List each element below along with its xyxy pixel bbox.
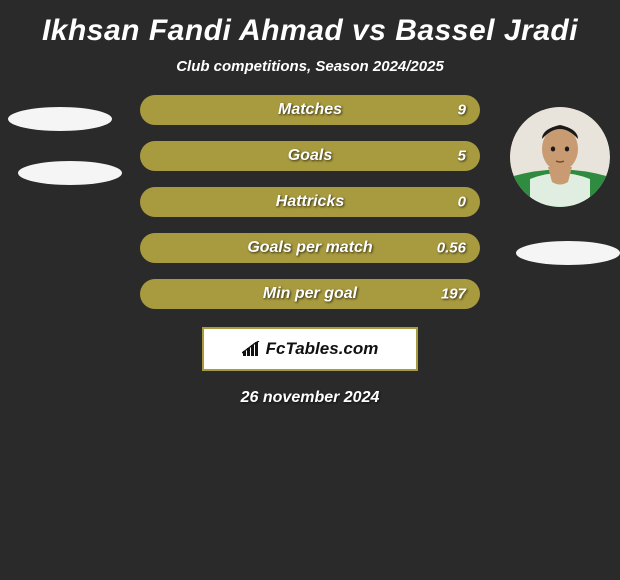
stats-area: Matches 9 Goals 5 Hattricks 0 Goals per … <box>0 95 620 407</box>
placeholder-oval-left-2 <box>18 161 122 185</box>
date: 26 november 2024 <box>0 371 620 407</box>
stat-label: Hattricks <box>276 193 344 211</box>
stat-value-right: 0 <box>458 194 466 211</box>
placeholder-oval-left-1 <box>8 107 112 131</box>
stat-row-min-per-goal: Min per goal 197 <box>140 279 480 309</box>
stat-value-right: 0.56 <box>437 240 466 257</box>
player-photo-icon <box>510 107 610 207</box>
placeholder-oval-right <box>516 241 620 265</box>
subtitle: Club competitions, Season 2024/2025 <box>0 50 620 95</box>
stat-value-right: 9 <box>458 102 466 119</box>
logo-text: FcTables.com <box>266 339 379 359</box>
stat-row-hattricks: Hattricks 0 <box>140 187 480 217</box>
stat-label: Matches <box>278 101 342 119</box>
stat-value-right: 5 <box>458 148 466 165</box>
logo-box[interactable]: FcTables.com <box>202 327 418 371</box>
page-title: Ikhsan Fandi Ahmad vs Bassel Jradi <box>0 8 620 50</box>
stat-bars: Matches 9 Goals 5 Hattricks 0 Goals per … <box>140 95 480 309</box>
stat-label: Goals <box>288 147 332 165</box>
stat-label: Goals per match <box>247 239 372 257</box>
stat-row-goals: Goals 5 <box>140 141 480 171</box>
comparison-card: Ikhsan Fandi Ahmad vs Bassel Jradi Club … <box>0 0 620 407</box>
avatar-right <box>510 107 610 207</box>
chart-icon <box>242 341 262 357</box>
stat-value-right: 197 <box>441 286 466 303</box>
stat-row-goals-per-match: Goals per match 0.56 <box>140 233 480 263</box>
stat-label: Min per goal <box>263 285 357 303</box>
stat-row-matches: Matches 9 <box>140 95 480 125</box>
logo: FcTables.com <box>242 339 379 359</box>
